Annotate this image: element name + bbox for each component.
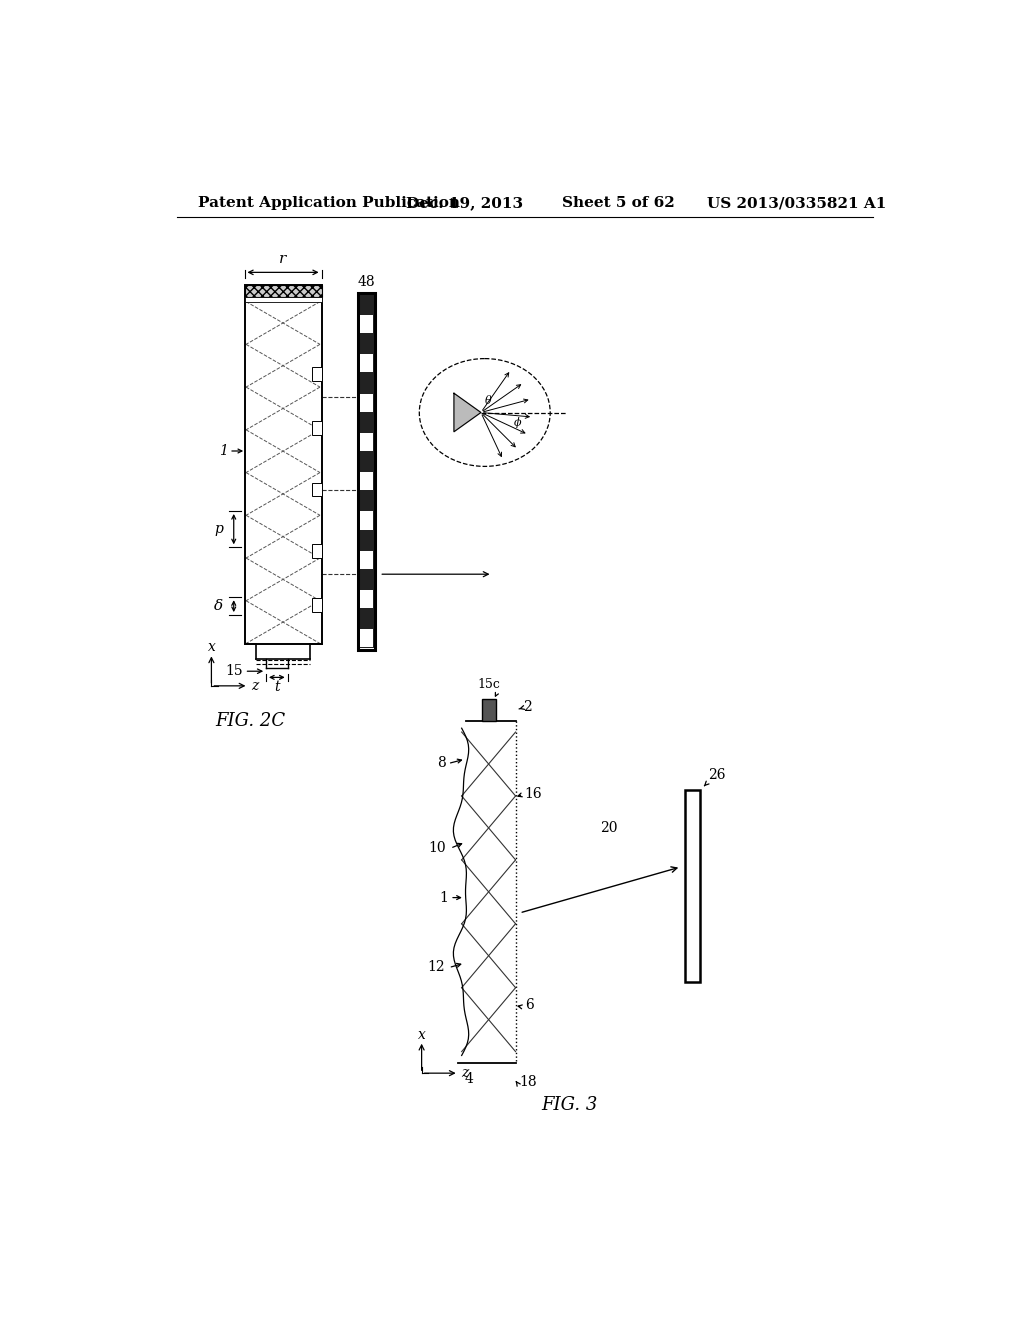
Text: Patent Application Publication: Patent Application Publication — [199, 197, 461, 210]
Text: 8: 8 — [437, 756, 446, 770]
Bar — [312, 598, 322, 612]
Text: δ: δ — [214, 599, 223, 614]
Text: ϕ: ϕ — [514, 417, 521, 428]
Text: US 2013/0335821 A1: US 2013/0335821 A1 — [707, 197, 886, 210]
Bar — [360, 473, 373, 490]
Text: p: p — [214, 523, 223, 536]
Text: 18: 18 — [519, 1076, 537, 1089]
Bar — [360, 433, 373, 451]
Text: 1: 1 — [219, 444, 227, 458]
Bar — [245, 297, 322, 302]
Text: 2: 2 — [523, 700, 532, 714]
Text: 12: 12 — [427, 960, 444, 974]
Text: 4: 4 — [465, 1072, 474, 1085]
Text: Dec. 19, 2013: Dec. 19, 2013 — [407, 197, 523, 210]
Bar — [360, 511, 373, 529]
Text: 10: 10 — [429, 841, 446, 854]
Bar — [481, 700, 496, 721]
Text: 26: 26 — [708, 768, 726, 781]
Text: Sheet 5 of 62: Sheet 5 of 62 — [562, 197, 675, 210]
Text: 1: 1 — [439, 891, 447, 904]
Text: x: x — [418, 1028, 426, 1041]
Bar — [685, 789, 700, 982]
Bar — [359, 294, 374, 648]
Bar — [360, 590, 373, 609]
Bar — [360, 550, 373, 569]
Bar — [357, 293, 376, 649]
Bar — [312, 421, 322, 434]
Text: 15: 15 — [225, 664, 243, 678]
Bar — [245, 285, 322, 644]
Text: θ: θ — [484, 396, 492, 407]
Text: FIG. 2C: FIG. 2C — [215, 711, 285, 730]
Polygon shape — [454, 393, 481, 432]
Bar — [360, 315, 373, 333]
Text: 48: 48 — [357, 276, 376, 289]
Bar — [360, 393, 373, 412]
Text: 15c: 15c — [477, 678, 500, 692]
Bar — [312, 483, 322, 496]
Bar — [360, 354, 373, 372]
Text: z: z — [461, 1067, 468, 1080]
Text: r: r — [280, 252, 287, 267]
Text: 6: 6 — [524, 998, 534, 1012]
Text: FIG. 3: FIG. 3 — [542, 1097, 598, 1114]
Text: 16: 16 — [524, 787, 543, 801]
Text: t: t — [274, 680, 280, 693]
Bar — [360, 630, 373, 647]
Bar — [312, 544, 322, 558]
Text: 20: 20 — [600, 821, 617, 836]
Text: x: x — [208, 640, 215, 655]
Bar — [312, 367, 322, 381]
Bar — [245, 285, 322, 297]
Text: z: z — [251, 678, 258, 693]
